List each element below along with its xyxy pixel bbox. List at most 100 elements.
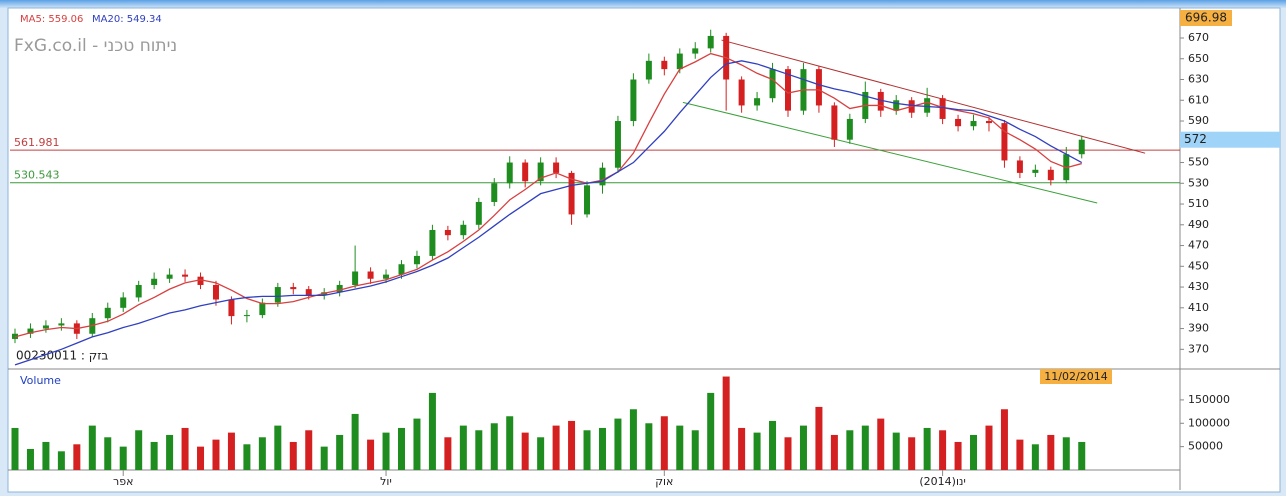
volume-bar: [506, 416, 514, 470]
volume-bar: [660, 416, 668, 470]
volume-bar: [73, 444, 81, 470]
moving-average: [14, 52, 1082, 338]
volume-bar: [629, 409, 637, 470]
candle-body: [676, 53, 683, 70]
y-tick-label: 470: [1188, 239, 1209, 252]
volume-bar: [985, 425, 993, 470]
x-tick-label: יול: [380, 475, 392, 488]
volume-bar: [645, 423, 653, 470]
symbol-box: [12, 347, 112, 363]
volume-bar: [738, 427, 746, 470]
candle-body: [846, 118, 853, 140]
candle-body: [352, 271, 359, 285]
volume-bar: [676, 425, 684, 470]
candle-body: [754, 98, 761, 106]
volume-bar: [212, 439, 220, 470]
candle-body: [877, 91, 884, 111]
volume-label: Volume: [20, 374, 61, 387]
candle-body: [27, 328, 34, 334]
volume-bar: [939, 430, 947, 470]
y-tick-label: 650: [1188, 52, 1209, 65]
volume-bar: [490, 423, 498, 470]
trend-line: [721, 39, 1146, 154]
volume-bar: [1078, 441, 1086, 470]
volume-bar: [166, 434, 174, 470]
volume-bar: [88, 425, 96, 470]
volume-bar: [1047, 434, 1055, 470]
y-tick-label: 590: [1188, 114, 1209, 127]
volume-bar: [11, 427, 19, 470]
volume-bar: [351, 413, 359, 470]
candle-body: [738, 79, 745, 106]
volume-bar: [552, 425, 560, 470]
volume-bar: [243, 444, 251, 470]
candle-body: [383, 274, 390, 279]
volume-bar: [274, 425, 282, 470]
volume-bar: [1016, 439, 1024, 470]
volume-bar: [42, 441, 50, 470]
volume-bar: [135, 430, 143, 470]
volume-bar: [722, 376, 730, 470]
volume-bar: [475, 430, 483, 470]
volume-bar: [769, 420, 777, 470]
candle-body: [336, 284, 343, 293]
horizontal-line-label: 561.981: [14, 136, 60, 149]
y-tick-label: 450: [1188, 259, 1209, 272]
candle-body: [614, 121, 621, 168]
volume-bar: [197, 446, 205, 470]
last-price: 572: [1184, 132, 1207, 146]
frame-top: [0, 0, 1286, 8]
moving-average: [14, 60, 1083, 366]
candle-body: [815, 69, 822, 106]
volume-bar: [104, 437, 112, 470]
candle-body: [120, 297, 127, 308]
volume-bar: [57, 451, 65, 470]
x-tick-label: אוק: [655, 475, 673, 488]
candle-body: [970, 121, 977, 127]
candle-body: [537, 162, 544, 182]
candle-body: [58, 323, 65, 326]
volume-bar: [691, 430, 699, 470]
candle-body: [924, 98, 931, 113]
volume-bar: [537, 437, 545, 470]
volume-bar: [413, 418, 421, 470]
candle-body: [939, 98, 946, 119]
y-tick-label: 370: [1188, 342, 1209, 355]
volume-bar: [459, 425, 467, 470]
volume-bar: [583, 430, 591, 470]
volume-bar: [877, 418, 885, 470]
volume-bar: [846, 430, 854, 470]
volume-bar: [753, 432, 761, 470]
candle-body: [645, 60, 652, 80]
candle-body: [290, 287, 297, 290]
candle-body: [769, 69, 776, 99]
candle-body: [985, 121, 992, 124]
candle-body: [599, 167, 606, 186]
candle-body: [259, 302, 266, 316]
volume-bar: [428, 392, 436, 470]
volume-bar: [258, 437, 266, 470]
candle-body: [305, 289, 312, 296]
y-tick-label: 530: [1188, 176, 1209, 189]
top-value: 696.98: [1185, 11, 1227, 25]
y-tick-label: 390: [1188, 322, 1209, 335]
horizontal-line-label: 530.543: [14, 169, 60, 182]
top-value-box: [1180, 10, 1232, 26]
indicator-label: MA20: 549.34: [92, 14, 162, 25]
candle-body: [182, 274, 189, 277]
volume-bar: [892, 432, 900, 470]
volume-bar: [150, 441, 158, 470]
y-tick-label: 550: [1188, 156, 1209, 169]
volume-bar: [1000, 409, 1008, 470]
candle-body: [630, 79, 637, 122]
candle-body: [151, 278, 158, 285]
candle-body: [1047, 169, 1054, 181]
volume-bar: [367, 439, 375, 470]
volume-bar: [908, 437, 916, 470]
date: 11/02/2014: [1044, 370, 1107, 383]
candle-body: [661, 60, 668, 70]
volume-bar: [336, 434, 344, 470]
candle-body: [1078, 139, 1085, 155]
volume-bar: [26, 448, 34, 470]
